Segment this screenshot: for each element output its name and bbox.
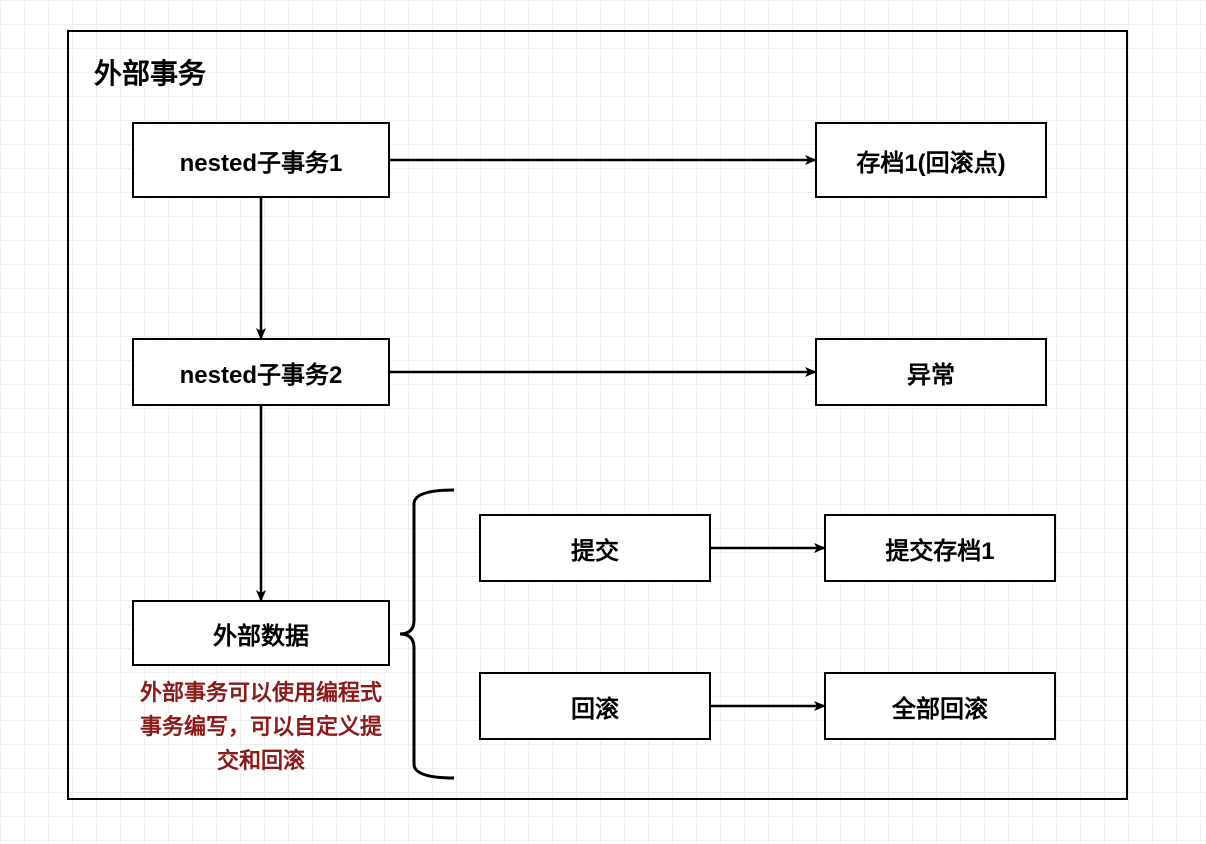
diagram-canvas: 外部事务 nested子事务1 存档1(回滚点) nested子事务2 异常 外… bbox=[0, 0, 1206, 844]
outer-transaction-title: 外部事务 bbox=[94, 52, 206, 92]
node-label: nested子事务2 bbox=[180, 355, 343, 390]
node-label: 外部数据 bbox=[213, 616, 309, 651]
node-rollback: 回滚 bbox=[479, 672, 711, 740]
node-label: nested子事务1 bbox=[180, 143, 343, 178]
node-savepoint1: 存档1(回滚点) bbox=[815, 122, 1047, 198]
node-label: 提交存档1 bbox=[885, 531, 994, 566]
annotation-text: 外部事务可以使用编程式事务编写，可以自定义提交和回滚 bbox=[132, 676, 390, 778]
node-nested1: nested子事务1 bbox=[132, 122, 390, 198]
node-rollback-all: 全部回滚 bbox=[824, 672, 1056, 740]
node-commit-savepoint1: 提交存档1 bbox=[824, 514, 1056, 582]
node-exception: 异常 bbox=[815, 338, 1047, 406]
node-label: 全部回滚 bbox=[892, 689, 988, 724]
node-label: 提交 bbox=[571, 531, 619, 566]
node-label: 存档1(回滚点) bbox=[856, 143, 1005, 178]
node-nested2: nested子事务2 bbox=[132, 338, 390, 406]
node-outer-data: 外部数据 bbox=[132, 600, 390, 666]
node-commit: 提交 bbox=[479, 514, 711, 582]
node-label: 回滚 bbox=[571, 689, 619, 724]
node-label: 异常 bbox=[907, 355, 955, 390]
